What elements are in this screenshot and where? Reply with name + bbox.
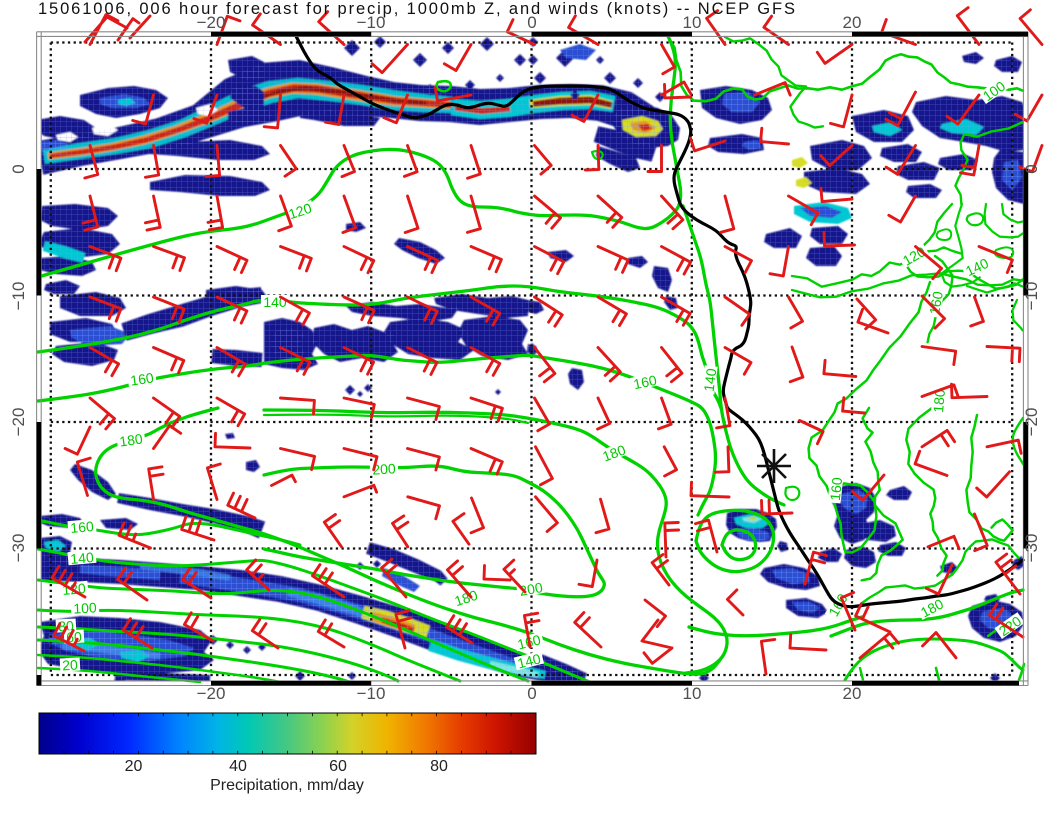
svg-text:−10: −10 (9, 282, 28, 311)
svg-text:60: 60 (329, 758, 347, 775)
svg-text:−20: −20 (197, 684, 226, 703)
svg-text:40: 40 (229, 758, 247, 775)
svg-text:100: 100 (73, 599, 97, 616)
svg-text:0: 0 (9, 164, 28, 173)
svg-text:160: 160 (827, 476, 845, 501)
svg-text:180: 180 (930, 388, 948, 413)
svg-text:180: 180 (118, 430, 144, 449)
svg-text:200: 200 (372, 460, 396, 477)
svg-text:20: 20 (843, 13, 862, 32)
svg-text:160: 160 (632, 372, 658, 393)
svg-text:Precipitation, mm/day: Precipitation, mm/day (210, 777, 364, 794)
svg-text:10: 10 (683, 13, 702, 32)
svg-text:0: 0 (527, 13, 536, 32)
svg-text:−20: −20 (197, 13, 226, 32)
svg-text:0: 0 (527, 684, 536, 703)
svg-text:20: 20 (62, 657, 79, 674)
svg-text:160: 160 (129, 369, 155, 388)
svg-text:−10: −10 (357, 684, 386, 703)
svg-text:−30: −30 (1022, 534, 1041, 563)
svg-text:140: 140 (263, 294, 287, 310)
svg-text:−20: −20 (9, 408, 28, 437)
svg-text:120: 120 (286, 200, 313, 223)
svg-text:20: 20 (125, 758, 143, 775)
svg-text:200: 200 (518, 579, 544, 599)
svg-text:20: 20 (843, 684, 862, 703)
svg-text:160: 160 (926, 290, 946, 316)
svg-text:180: 180 (452, 587, 479, 610)
svg-text:140: 140 (701, 367, 720, 392)
svg-text:180: 180 (600, 441, 628, 464)
svg-text:140: 140 (516, 650, 543, 671)
svg-text:60: 60 (66, 629, 83, 646)
svg-text:−30: −30 (9, 534, 28, 563)
svg-text:10: 10 (683, 684, 702, 703)
svg-text:140: 140 (70, 549, 95, 567)
svg-text:−10: −10 (1022, 282, 1041, 311)
svg-text:−10: −10 (357, 13, 386, 32)
svg-text:−20: −20 (1022, 408, 1041, 437)
svg-text:0: 0 (1022, 164, 1041, 173)
svg-text:80: 80 (430, 758, 448, 775)
svg-text:160: 160 (70, 518, 95, 536)
